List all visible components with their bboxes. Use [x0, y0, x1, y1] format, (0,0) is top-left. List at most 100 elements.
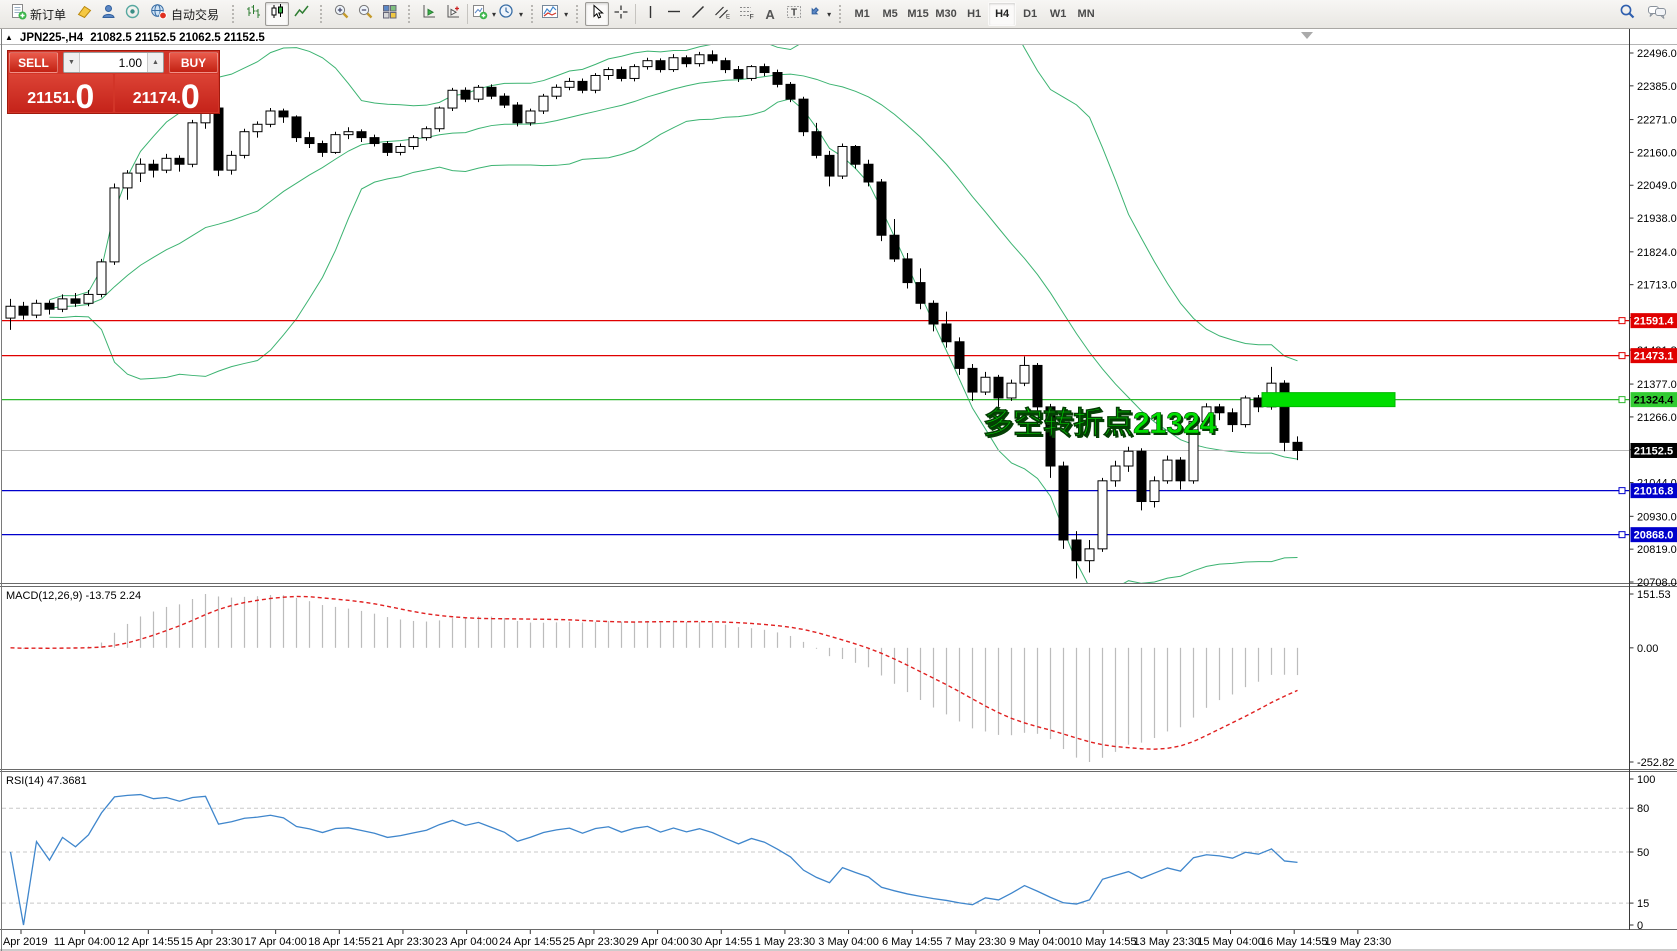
rsi-line	[9, 793, 1298, 926]
line-chart-button[interactable]	[289, 2, 313, 26]
time-axis-label: 3 May 04:00	[818, 936, 879, 948]
indicators-button[interactable]: ▾	[540, 2, 569, 26]
price-tick-label: 22049.0	[1637, 180, 1677, 192]
crosshair-button[interactable]	[609, 2, 633, 26]
rsi-pane	[2, 793, 1630, 926]
collapse-panel-icon[interactable]: ▲	[5, 33, 13, 42]
price-tick-label: 22271.0	[1637, 115, 1677, 127]
highlight-rectangle	[1261, 392, 1396, 408]
tile-windows-button[interactable]	[377, 2, 401, 26]
text-label-icon: T	[785, 4, 803, 25]
macd-tick-label: 151.53	[1637, 589, 1671, 601]
signals-button[interactable]	[120, 2, 144, 26]
accounts-button[interactable]	[96, 2, 120, 26]
new-order-icon	[10, 3, 27, 25]
candlestick-chart-button[interactable]	[265, 2, 290, 26]
zoom-in-button[interactable]	[329, 2, 353, 26]
time-axis-label: 12 Apr 14:55	[117, 936, 179, 948]
timeframe-button-MN[interactable]: MN	[1077, 8, 1095, 20]
period-button[interactable]: ▾	[497, 2, 524, 26]
arrows-caret[interactable]: ▾	[827, 9, 832, 19]
line-handle	[1618, 487, 1626, 495]
price-tick-label: 20708.0	[1637, 577, 1677, 589]
rsi-tick-label: 15	[1637, 898, 1649, 910]
trendline-tool[interactable]	[686, 2, 710, 26]
timeframe-button-M30[interactable]: M30	[935, 8, 957, 20]
timeframe-button-D1[interactable]: D1	[1023, 8, 1038, 20]
rsi-label: RSI(14) 47.3681	[6, 775, 87, 787]
fibonacci-tool[interactable]: F	[734, 2, 758, 26]
cursor-button[interactable]	[585, 2, 610, 26]
svg-text:20868.0: 20868.0	[1634, 530, 1674, 542]
svg-text:E: E	[726, 14, 730, 20]
toolbar-group-indicators: ▾	[528, 0, 573, 28]
horizontal-line-tool[interactable]	[662, 2, 686, 26]
annotation-text: 多空转折点21324	[983, 407, 1217, 440]
market-watch-button[interactable]	[72, 2, 96, 26]
annotation-shadow: 多空转折点21324	[985, 409, 1219, 442]
current-price-badge	[1630, 442, 1677, 458]
zoom-out-button[interactable]	[353, 2, 377, 26]
timeframe-button-H4[interactable]: H4	[988, 2, 1017, 26]
text-tool[interactable]: A	[758, 2, 782, 26]
auto-scroll-button[interactable]	[417, 2, 441, 26]
text-label-tool[interactable]: T	[782, 2, 806, 26]
toolbar-right	[1615, 2, 1677, 26]
rsi-tick-label: 80	[1637, 803, 1649, 815]
price-tick-label: 21266.0	[1637, 412, 1677, 424]
chat-button[interactable]	[1645, 2, 1669, 26]
ohlc-values: 21082.5 21152.5 21062.5 21152.5	[90, 32, 265, 44]
volume-decrease-button[interactable]: ▼	[64, 53, 80, 72]
timeframe-button-M5[interactable]: M5	[882, 8, 898, 20]
vertical-line-icon	[643, 4, 658, 25]
timeframe-button-M1[interactable]: M1	[854, 8, 870, 20]
buy-price-tile[interactable]: 21174. 0	[114, 74, 218, 117]
new-order-button[interactable]: 新订单	[4, 2, 72, 26]
cursor-icon	[590, 3, 605, 25]
sell-button[interactable]: SELL	[9, 52, 58, 73]
buy-price-big-digit: 0	[180, 78, 200, 117]
time-axis-label: 21 Apr 23:30	[372, 936, 434, 948]
toolbar-group-drawing-tools: E F A T ▾	[573, 0, 836, 28]
bar-chart-icon	[245, 3, 262, 25]
search-button[interactable]	[1615, 2, 1639, 26]
candlestick-chart-icon	[269, 3, 286, 25]
equidistant-channel-tool[interactable]: E	[710, 2, 734, 26]
new-order-label: 新订单	[30, 7, 67, 22]
sell-price-tile[interactable]: 21151. 0	[9, 74, 113, 114]
timeframe-button-M15[interactable]: M15	[907, 8, 929, 20]
line-handle	[1618, 531, 1626, 539]
vertical-line-tool[interactable]	[638, 2, 662, 26]
time-axis-label: 16 May 14:55	[1261, 936, 1328, 948]
toolbar-group-zoom	[317, 0, 405, 28]
zoom-out-icon	[357, 3, 374, 25]
chart-shift-button[interactable]	[441, 2, 465, 26]
timeframe-button-W1[interactable]: W1	[1049, 8, 1067, 20]
new-chart-caret[interactable]: ▾	[492, 9, 497, 19]
bar-chart-button[interactable]	[241, 2, 265, 26]
bb-upper-band	[49, 45, 1298, 362]
svg-text:21152.5: 21152.5	[1634, 445, 1673, 457]
volume-increase-button[interactable]: ▲	[147, 53, 163, 72]
arrows-tool[interactable]: ▾	[806, 2, 832, 26]
new-chart-button[interactable]: ▾	[470, 2, 497, 26]
volume-stepper: ▼ 1.00 ▲	[63, 52, 164, 73]
time-axis-label: 30 Apr 14:55	[690, 936, 752, 948]
autotrading-button[interactable]: 自动交易	[144, 2, 225, 26]
price-tick-label: 21824.0	[1637, 247, 1677, 259]
user-icon	[100, 3, 117, 25]
line-handle	[1618, 396, 1626, 404]
indicators-caret[interactable]: ▾	[564, 9, 569, 19]
tile-windows-icon	[381, 3, 398, 25]
time-axis-label: 17 Apr 04:00	[244, 936, 306, 948]
timeframe-button-H1[interactable]: H1	[967, 8, 982, 20]
buy-button[interactable]: BUY	[169, 52, 218, 73]
autotrading-label: 自动交易	[171, 7, 220, 22]
price-level-badge	[1630, 313, 1677, 329]
period-caret[interactable]: ▾	[519, 9, 524, 19]
volume-value[interactable]: 1.00	[118, 55, 142, 70]
broadcast-icon	[124, 3, 141, 25]
time-axis-label: 7 May 23:30	[946, 936, 1007, 948]
